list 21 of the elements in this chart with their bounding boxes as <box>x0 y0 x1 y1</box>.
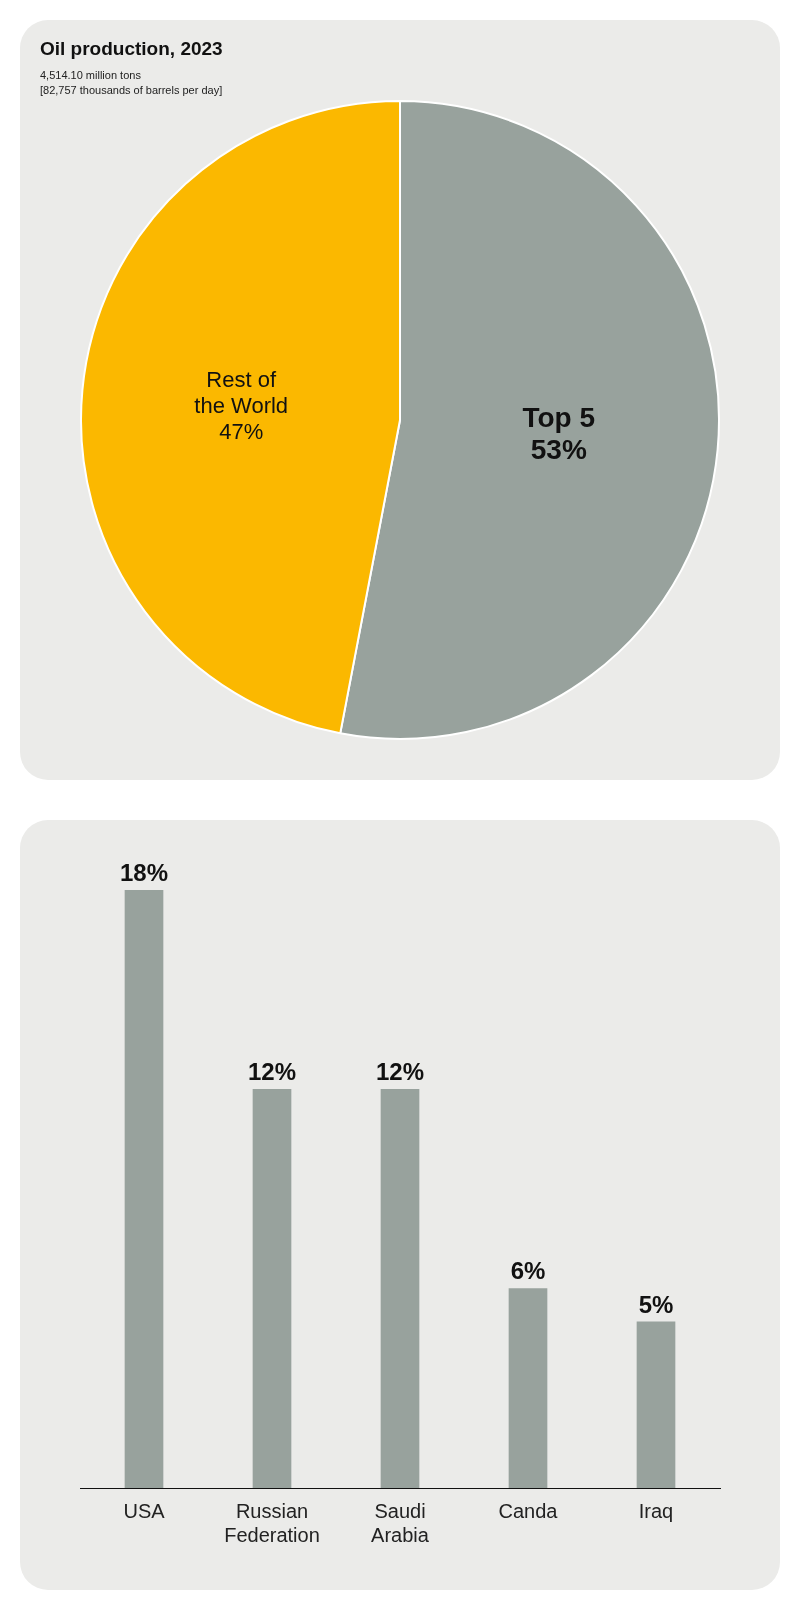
data-label: 18% <box>119 858 169 886</box>
slice-label: Top 5 <box>522 402 596 434</box>
x-tick-label: USA <box>123 1499 166 1522</box>
data-label: 6% <box>510 1257 546 1285</box>
data-label: 47% <box>219 418 264 444</box>
x-tick-label: Russian Federation <box>224 1499 320 1546</box>
x-tick-label: Iraq <box>638 1499 674 1522</box>
x-tick-label: Saudi Arabia <box>371 1499 430 1546</box>
slice-label: Rest of the World <box>194 366 289 418</box>
data-label: 53% <box>530 434 587 466</box>
chart-title: Oil production, 2023 <box>40 38 223 60</box>
bar <box>636 1321 676 1488</box>
x-tick-label: Canda <box>498 1499 559 1522</box>
chart-subtitle: 4,514.10 million tons [82,757 thousands of barrels per day] <box>40 68 223 98</box>
data-label: 12% <box>375 1057 425 1085</box>
bar <box>508 1288 548 1488</box>
bar <box>124 890 164 1488</box>
data-label: 5% <box>638 1290 674 1318</box>
bar <box>252 1089 292 1488</box>
data-label: 12% <box>247 1057 297 1085</box>
bar <box>380 1089 420 1488</box>
